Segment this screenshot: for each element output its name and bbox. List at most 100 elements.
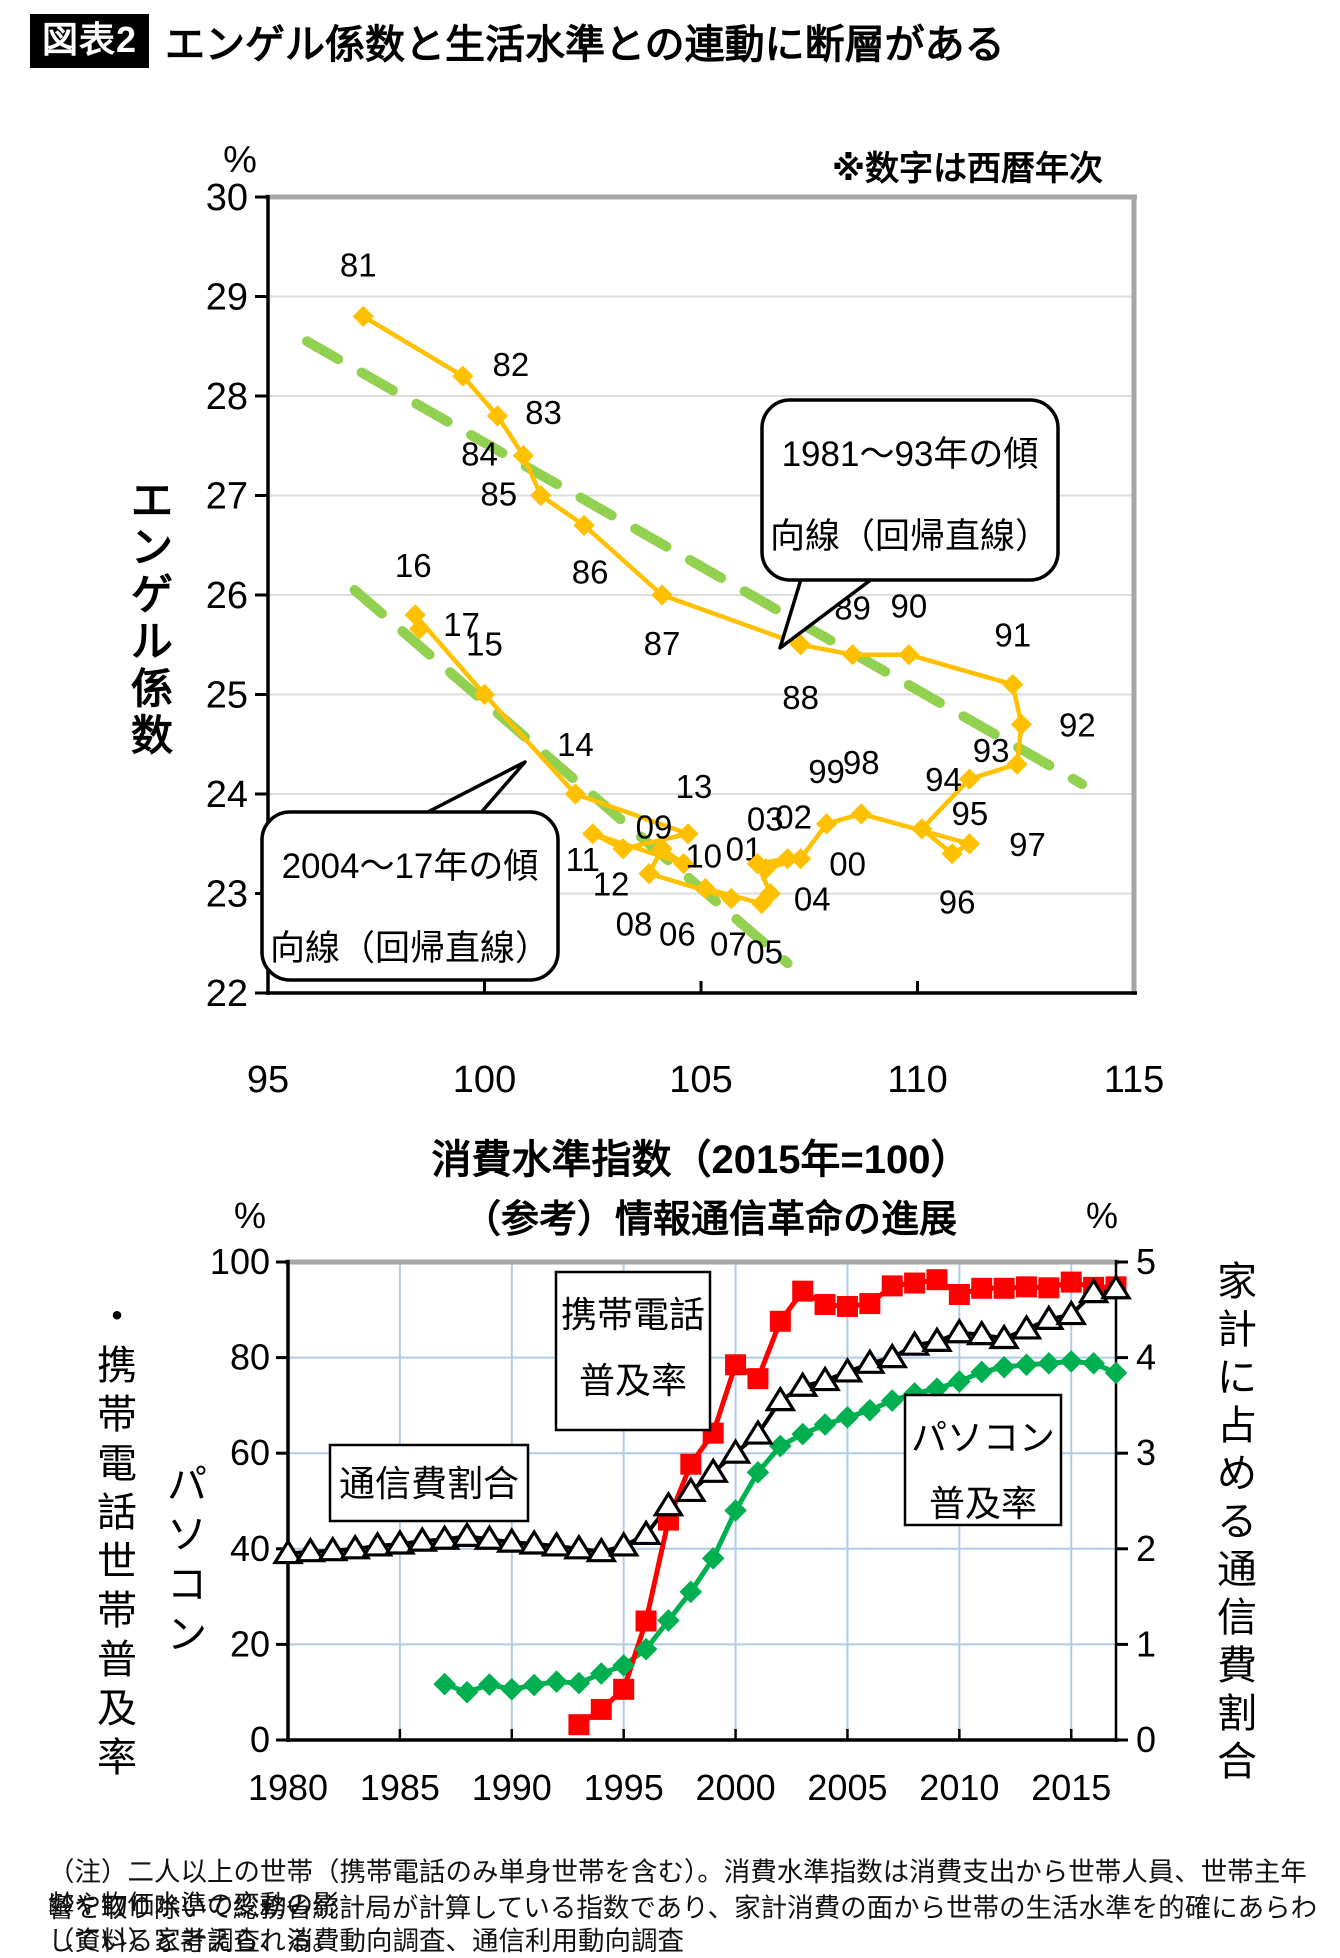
marker-triangle <box>473 1524 506 1550</box>
engel-chart: 30 29 28 27 26 25 24 23 22% 95 100 105 110 115 消費水準指数（… <box>131 139 1164 1182</box>
right-tick-label: 3 <box>1136 1432 1156 1473</box>
figure-header: 図表2 エンゲル係数と生活水準との連動に断層がある <box>30 12 1005 70</box>
marker-triangle <box>742 1419 774 1445</box>
data-point-81 <box>352 305 374 328</box>
right-axis-title: 通 <box>1217 1548 1257 1592</box>
point-label-96: 96 <box>939 884 976 921</box>
marker-diamond <box>433 1672 456 1696</box>
marker-diamond <box>500 1678 524 1701</box>
data-point-15 <box>473 683 496 706</box>
point-label-97: 97 <box>1009 826 1046 863</box>
marker-diamond <box>1059 1350 1083 1373</box>
marker-triangle <box>876 1342 909 1369</box>
data-point-95 <box>911 818 933 840</box>
point-label-92: 92 <box>1059 706 1096 743</box>
point-label-12: 12 <box>593 866 630 903</box>
marker-triangle <box>518 1528 551 1555</box>
callout-box <box>260 810 560 982</box>
left-axis-title-main: 話 <box>97 1491 137 1535</box>
marker-square <box>904 1272 926 1294</box>
marker-square <box>792 1280 814 1302</box>
y-axis-title: エ <box>131 477 173 524</box>
left-axis-title-main: 率 <box>97 1736 137 1780</box>
marker-triangle <box>764 1385 797 1412</box>
point-label-00: 00 <box>829 846 866 883</box>
marker-diamond <box>970 1360 994 1384</box>
point-label-98: 98 <box>843 744 880 781</box>
data-point-05 <box>751 892 773 915</box>
data-point-97 <box>958 833 981 855</box>
marker-triangle <box>495 1527 528 1553</box>
ict-chart-title: （参考）情報通信革命の進展 <box>463 1198 957 1241</box>
marker-triangle <box>540 1530 573 1557</box>
year-note: ※数字は西暦年次 <box>832 150 1103 188</box>
marker-square <box>1015 1276 1037 1298</box>
x-tick-label: 105 <box>669 1059 732 1101</box>
x-axis-title: 消費水準指数（2015年=100） <box>431 1138 970 1182</box>
right-axis-title: 占 <box>1217 1404 1257 1448</box>
marker-square <box>613 1678 635 1700</box>
legend-box <box>554 1270 712 1432</box>
ict-chart: 0 20 40 60 80 100 0 1 2 3 4 5 1980 1985 1990 1995 2000 20… <box>97 1195 1257 1808</box>
x-tick-label: 2005 <box>807 1767 887 1808</box>
data-point-96 <box>941 843 963 865</box>
marker-triangle <box>719 1438 752 1464</box>
x-tick-label: 2010 <box>919 1767 999 1808</box>
marker-triangle <box>853 1348 886 1374</box>
marker-diamond <box>545 1670 568 1693</box>
marker-diamond <box>813 1413 837 1436</box>
point-label-04: 04 <box>794 881 831 918</box>
note-line-3: （資料）家計調査、消費動向調査、通信利用動向調査 <box>48 1926 684 1956</box>
point-label-08: 08 <box>616 906 653 943</box>
marker-square <box>971 1277 993 1299</box>
right-axis-title: め <box>1217 1452 1257 1496</box>
point-label-99: 99 <box>808 753 845 790</box>
marker-triangle <box>563 1533 595 1560</box>
marker-triangle <box>406 1526 439 1552</box>
right-axis-title: に <box>1217 1356 1257 1400</box>
point-label-14: 14 <box>557 726 594 763</box>
x-tick-label: 100 <box>453 1059 516 1101</box>
marker-triangle <box>898 1330 931 1356</box>
right-axis-title: 家 <box>1217 1260 1257 1304</box>
data-point-98 <box>850 803 872 825</box>
left-axis-title-main: 電 <box>97 1442 137 1486</box>
point-label-83: 83 <box>525 394 562 431</box>
marker-square <box>1060 1271 1082 1293</box>
marker-square <box>725 1354 747 1376</box>
marker-triangle <box>451 1521 483 1547</box>
marker-triangle <box>786 1371 819 1397</box>
marker-triangle <box>1055 1299 1088 1326</box>
left-axis-title-main: ・ <box>97 1295 137 1339</box>
marker-triangle <box>316 1535 349 1562</box>
marker-triangle <box>428 1524 461 1550</box>
marker-square <box>590 1698 612 1720</box>
data-point-03 <box>746 853 768 875</box>
marker-square <box>680 1453 702 1475</box>
point-label-84: 84 <box>461 436 498 473</box>
data-point-17 <box>408 618 431 640</box>
legend-text: 携帯電話 <box>561 1294 705 1335</box>
y-tick-label: 28 <box>206 376 248 418</box>
data-point-93 <box>1006 753 1028 775</box>
marker-diamond <box>634 1637 658 1661</box>
data-point-07 <box>720 887 742 910</box>
x-tick-label: 1995 <box>584 1767 664 1808</box>
left-axis-title-main: 帯 <box>97 1589 137 1633</box>
marker-triangle <box>674 1476 707 1503</box>
point-label-91: 91 <box>994 617 1031 654</box>
marker-triangle <box>339 1533 372 1560</box>
left-axis-title-main: 世 <box>97 1540 137 1584</box>
marker-triangle <box>652 1490 685 1517</box>
marker-diamond <box>701 1547 725 1570</box>
point-label-88: 88 <box>782 679 819 716</box>
right-tick-label: 1 <box>1136 1623 1156 1664</box>
point-label-82: 82 <box>492 346 529 383</box>
left-tick-label: 100 <box>210 1241 270 1282</box>
x-tick-label: 1980 <box>248 1767 328 1808</box>
x-tick-label: 1985 <box>360 1767 440 1808</box>
point-label-10: 10 <box>685 838 722 875</box>
marker-square <box>568 1714 590 1736</box>
